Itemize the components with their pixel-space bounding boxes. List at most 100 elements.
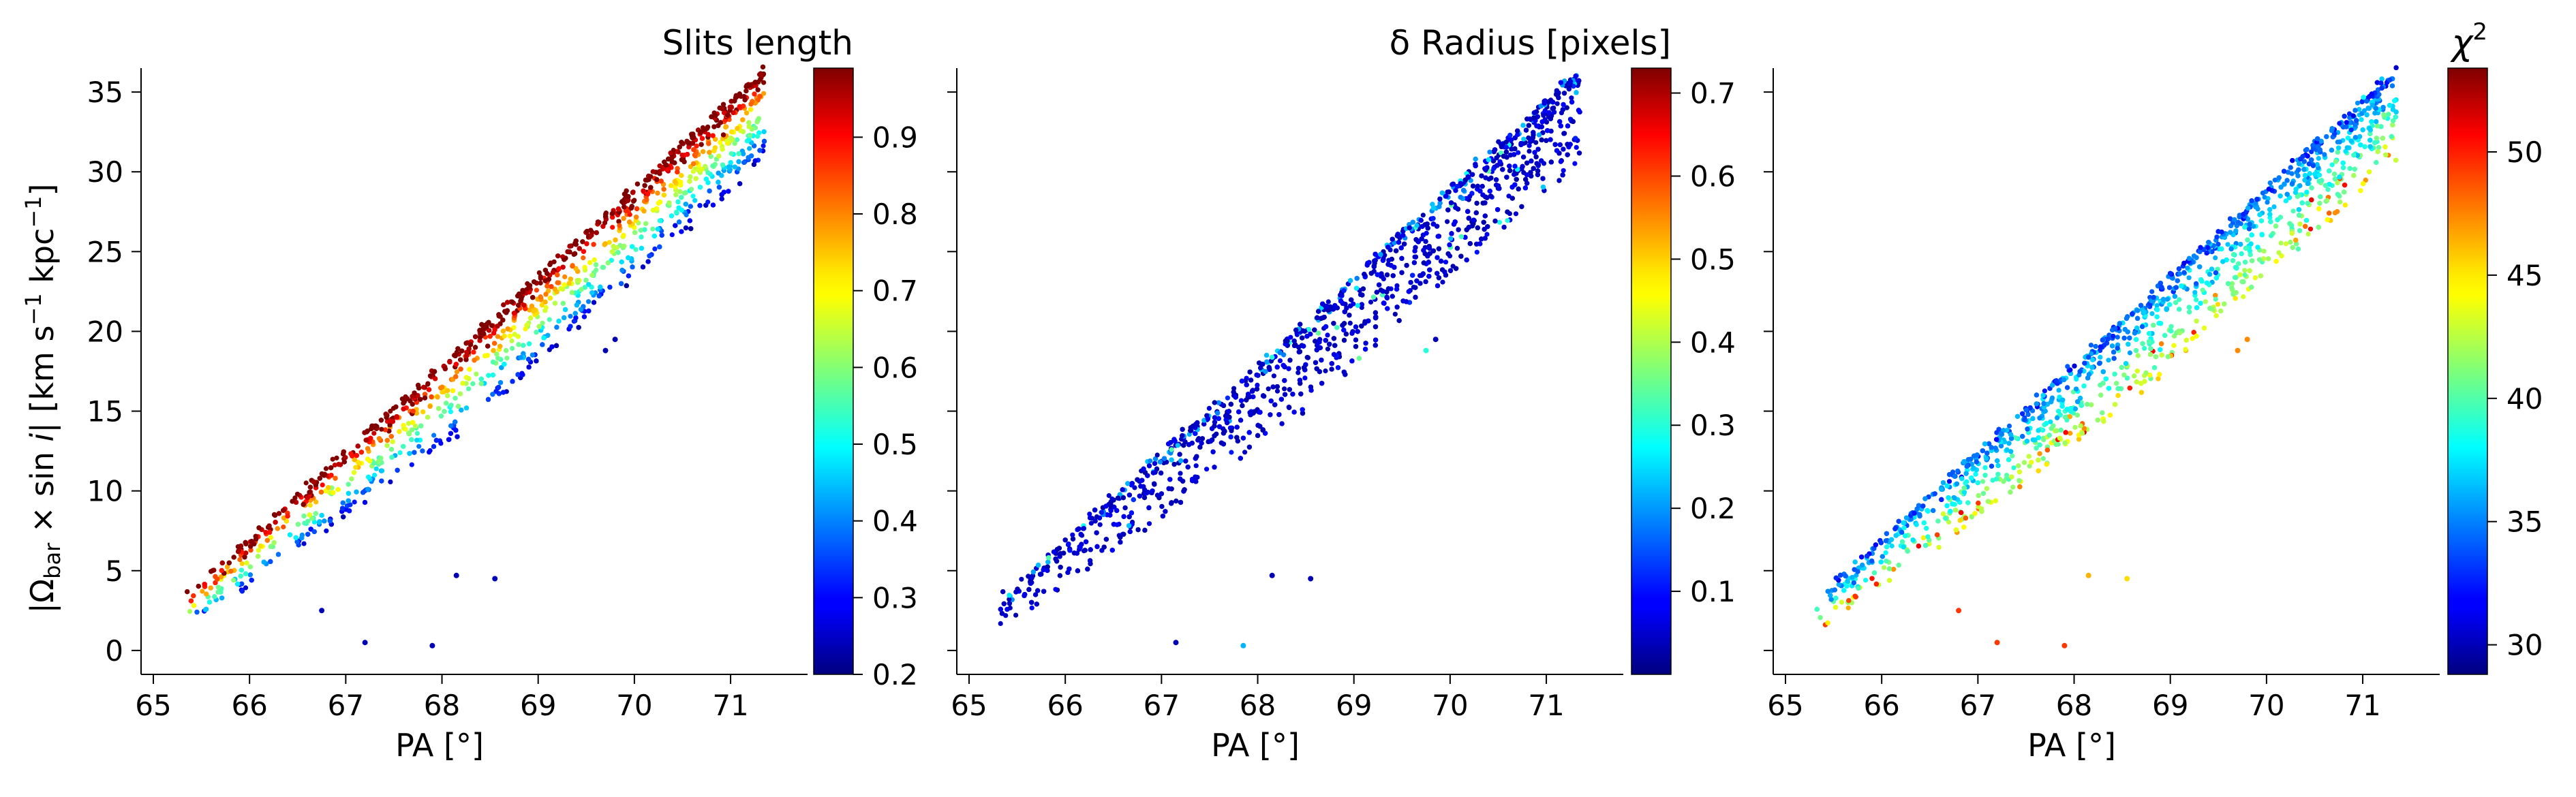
data-point bbox=[196, 584, 201, 589]
data-point bbox=[1065, 569, 1071, 576]
data-point bbox=[311, 519, 317, 525]
data-point bbox=[602, 220, 608, 225]
data-point bbox=[354, 453, 359, 458]
data-point bbox=[397, 450, 403, 456]
data-point bbox=[619, 281, 624, 286]
data-point bbox=[414, 437, 420, 443]
data-point bbox=[586, 299, 592, 304]
data-point bbox=[334, 455, 339, 460]
data-point bbox=[737, 104, 742, 110]
data-point bbox=[401, 443, 406, 449]
data-point bbox=[1373, 337, 1379, 343]
data-point bbox=[677, 219, 682, 225]
data-point bbox=[301, 513, 307, 519]
data-point bbox=[720, 162, 726, 168]
data-point bbox=[463, 405, 470, 411]
data-point bbox=[721, 189, 726, 195]
data-point bbox=[687, 218, 692, 223]
data-point bbox=[1363, 346, 1368, 352]
data-point bbox=[438, 413, 444, 419]
data-point bbox=[412, 390, 417, 396]
data-point bbox=[1319, 381, 1325, 386]
data-point bbox=[748, 133, 753, 138]
data-point bbox=[435, 394, 440, 400]
data-point bbox=[420, 448, 425, 454]
data-point bbox=[711, 124, 717, 129]
data-point bbox=[1127, 529, 1133, 535]
data-point bbox=[1458, 253, 1464, 259]
data-point bbox=[445, 393, 450, 398]
data-point bbox=[458, 357, 463, 362]
data-point bbox=[244, 560, 249, 566]
data-point bbox=[1287, 405, 1292, 410]
data-point bbox=[505, 326, 510, 332]
data-point bbox=[353, 465, 358, 470]
data-point bbox=[654, 176, 660, 183]
data-point bbox=[317, 475, 322, 481]
data-point bbox=[673, 192, 679, 198]
data-point bbox=[215, 576, 220, 582]
data-point bbox=[1034, 601, 1039, 607]
data-point bbox=[547, 317, 552, 322]
data-point bbox=[572, 251, 578, 256]
data-point bbox=[354, 489, 359, 495]
colorbar-ticks: 0.20.30.40.50.60.70.80.9 bbox=[853, 121, 918, 691]
data-point bbox=[632, 230, 638, 235]
data-point bbox=[560, 264, 566, 270]
data-point bbox=[1373, 343, 1378, 348]
data-point bbox=[617, 223, 622, 228]
data-point bbox=[1392, 311, 1398, 317]
data-point bbox=[341, 459, 347, 465]
data-point bbox=[679, 173, 684, 178]
x-tick-label: 65 bbox=[135, 689, 171, 722]
data-point bbox=[574, 278, 580, 283]
data-point bbox=[1276, 412, 1282, 418]
data-point bbox=[1279, 421, 1285, 426]
data-point bbox=[519, 294, 524, 300]
data-point bbox=[457, 391, 463, 396]
data-point bbox=[267, 529, 273, 535]
data-point bbox=[565, 249, 570, 255]
data-point bbox=[501, 302, 506, 308]
data-point bbox=[447, 359, 453, 365]
data-point bbox=[520, 287, 525, 293]
data-point bbox=[576, 325, 581, 330]
data-point bbox=[493, 389, 499, 394]
data-point bbox=[467, 366, 472, 372]
data-point bbox=[675, 169, 680, 175]
data-point bbox=[485, 353, 490, 358]
data-point bbox=[440, 390, 445, 395]
data-point bbox=[679, 229, 684, 234]
data-point bbox=[634, 181, 641, 187]
data-point bbox=[307, 484, 313, 490]
data-point bbox=[634, 206, 640, 211]
data-point bbox=[735, 126, 740, 131]
data-point bbox=[1166, 486, 1171, 491]
data-point bbox=[596, 293, 602, 298]
colorbar-tick-label: 0.8 bbox=[872, 198, 918, 231]
data-point bbox=[1029, 599, 1034, 605]
data-point bbox=[1088, 558, 1093, 563]
data-point bbox=[1423, 279, 1428, 285]
data-point bbox=[374, 424, 380, 429]
data-point bbox=[516, 302, 521, 308]
data-point bbox=[573, 238, 579, 244]
data-point bbox=[477, 334, 483, 340]
data-point bbox=[655, 226, 660, 232]
data-point bbox=[584, 228, 590, 234]
data-point bbox=[187, 609, 193, 614]
data-point bbox=[455, 434, 460, 439]
data-point bbox=[226, 560, 232, 565]
data-point bbox=[336, 462, 341, 467]
data-point bbox=[1482, 227, 1487, 232]
data-point bbox=[442, 409, 447, 414]
data-point bbox=[720, 106, 725, 112]
data-point bbox=[634, 215, 639, 220]
data-point bbox=[495, 334, 501, 339]
data-point bbox=[1300, 407, 1305, 412]
data-point bbox=[676, 205, 681, 210]
data-point bbox=[261, 559, 266, 565]
data-point bbox=[427, 450, 432, 455]
data-point bbox=[1540, 176, 1546, 181]
data-point bbox=[566, 281, 572, 286]
